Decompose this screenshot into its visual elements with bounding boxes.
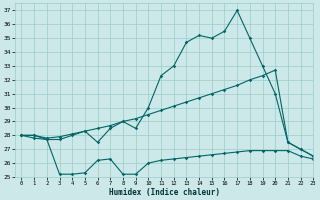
X-axis label: Humidex (Indice chaleur): Humidex (Indice chaleur) — [109, 188, 220, 197]
